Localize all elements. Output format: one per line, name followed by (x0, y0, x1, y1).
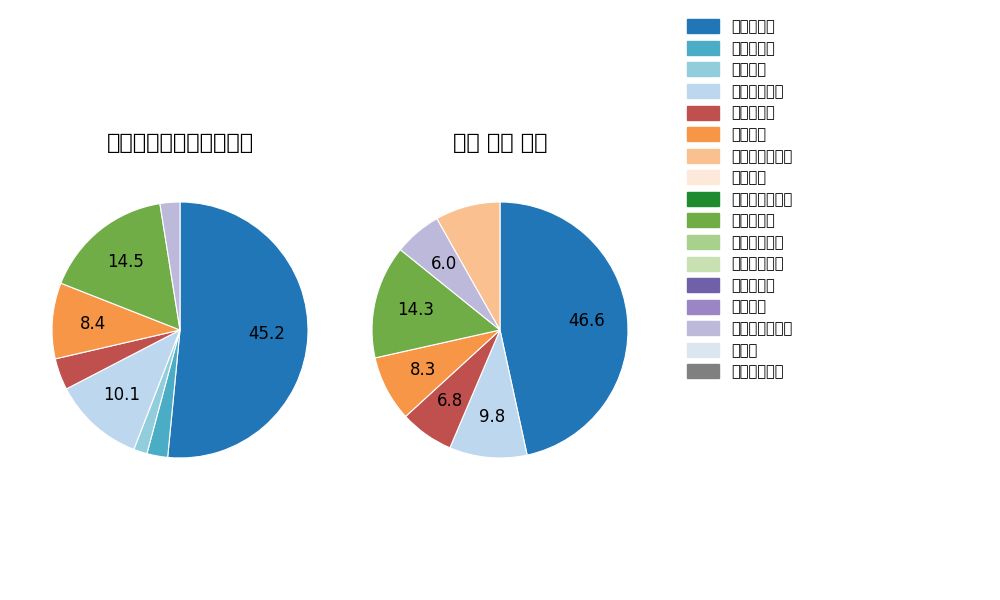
Wedge shape (147, 330, 180, 457)
Wedge shape (160, 202, 180, 330)
Wedge shape (406, 330, 500, 448)
Wedge shape (400, 218, 500, 330)
Wedge shape (450, 330, 527, 458)
Wedge shape (168, 202, 308, 458)
Text: 6.8: 6.8 (437, 392, 463, 410)
Wedge shape (500, 202, 628, 455)
Wedge shape (134, 330, 180, 454)
Wedge shape (437, 202, 500, 330)
Text: 10.1: 10.1 (103, 386, 140, 404)
Legend: ストレート, ツーシーム, シュート, カットボール, スプリット, フォーク, チェンジアップ, シンカー, 高速スライダー, スライダー, 縦スライダー, : ストレート, ツーシーム, シュート, カットボール, スプリット, フォーク,… (687, 19, 792, 379)
Title: セ・リーグ全プレイヤー: セ・リーグ全プレイヤー (106, 133, 254, 153)
Text: 6.0: 6.0 (431, 254, 457, 272)
Text: 46.6: 46.6 (568, 312, 605, 330)
Wedge shape (372, 250, 500, 358)
Wedge shape (55, 330, 180, 389)
Wedge shape (52, 283, 180, 359)
Wedge shape (375, 330, 500, 416)
Title: 若林 楽人 選手: 若林 楽人 選手 (453, 133, 547, 153)
Wedge shape (61, 203, 180, 330)
Text: 9.8: 9.8 (479, 407, 505, 425)
Text: 14.5: 14.5 (107, 253, 144, 271)
Text: 14.3: 14.3 (397, 301, 434, 319)
Text: 8.3: 8.3 (410, 361, 436, 379)
Text: 45.2: 45.2 (249, 325, 285, 343)
Wedge shape (66, 330, 180, 449)
Text: 8.4: 8.4 (80, 314, 106, 332)
